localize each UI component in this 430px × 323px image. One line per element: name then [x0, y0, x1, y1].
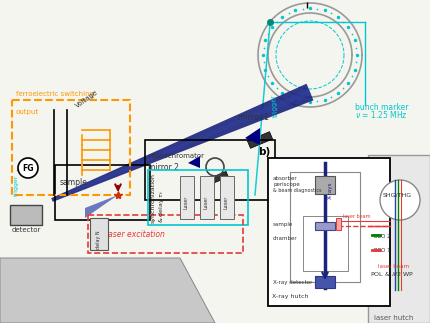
Text: sample: sample [273, 222, 293, 227]
Text: ferroelectric switching: ferroelectric switching [16, 91, 94, 97]
Text: synchronization: synchronization [151, 173, 156, 223]
Bar [247, 132, 273, 148]
Text: absorber: absorber [273, 176, 298, 181]
Text: Voltage: Voltage [74, 89, 99, 109]
Polygon shape [52, 89, 311, 201]
Bar [268, 158, 390, 306]
Bar [180, 176, 194, 219]
Text: laser beam: laser beam [378, 264, 409, 269]
Bar [220, 176, 234, 219]
Text: BBO 1: BBO 1 [374, 248, 390, 253]
Polygon shape [51, 84, 313, 202]
Text: X-rays: X-rays [328, 182, 333, 199]
Text: laser excitation: laser excitation [106, 230, 165, 239]
Text: sample: sample [60, 178, 88, 187]
Text: X-ray hutch: X-ray hutch [272, 294, 308, 299]
Text: mirror 2: mirror 2 [148, 163, 179, 172]
Text: mirror 1: mirror 1 [238, 113, 269, 122]
Polygon shape [0, 258, 215, 323]
Bar [315, 222, 335, 230]
Text: monochromator: monochromator [148, 153, 204, 159]
Bar [290, 172, 360, 282]
Text: Laser: Laser [223, 196, 228, 209]
Text: trigger: trigger [14, 174, 19, 196]
Bar [88, 215, 243, 253]
Bar [10, 205, 42, 225]
Text: BBO 2: BBO 2 [374, 234, 390, 239]
Text: Laser: Laser [203, 196, 208, 209]
Text: & delay $\tau_t$: & delay $\tau_t$ [157, 190, 166, 223]
Text: b): b) [258, 147, 270, 157]
Text: FG: FG [22, 164, 34, 173]
Text: delay N: delay N [96, 231, 101, 249]
Bar [315, 176, 335, 194]
Text: trigger: trigger [270, 94, 279, 118]
Text: & beam diagnostics: & beam diagnostics [273, 188, 322, 193]
Bar [90, 218, 108, 250]
Bar [148, 170, 248, 225]
Bar [55, 165, 150, 220]
Bar [303, 216, 348, 271]
Text: X-ray detector: X-ray detector [273, 280, 312, 285]
Text: $\nu$ = 1.25 MHz: $\nu$ = 1.25 MHz [355, 109, 408, 120]
Polygon shape [245, 128, 260, 145]
Polygon shape [188, 156, 200, 168]
Circle shape [380, 180, 420, 220]
Text: chamber: chamber [273, 236, 298, 241]
Text: Laser: Laser [183, 196, 188, 209]
Bar [200, 176, 214, 219]
Text: SHG/THG: SHG/THG [383, 192, 412, 197]
Bar [145, 140, 275, 200]
Text: POL & $\lambda$/2 WP: POL & $\lambda$/2 WP [370, 269, 414, 277]
Polygon shape [336, 218, 341, 230]
Bar [315, 276, 335, 288]
Bar [208, 172, 228, 185]
Text: laser hutch: laser hutch [374, 315, 413, 321]
Bar [368, 155, 430, 323]
Circle shape [18, 158, 38, 178]
Polygon shape [85, 195, 118, 218]
Text: output: output [16, 109, 39, 115]
Text: periscope: periscope [273, 182, 300, 187]
Text: bunch marker: bunch marker [355, 103, 408, 112]
Text: laser beam: laser beam [343, 214, 371, 219]
Text: detector: detector [12, 227, 41, 233]
